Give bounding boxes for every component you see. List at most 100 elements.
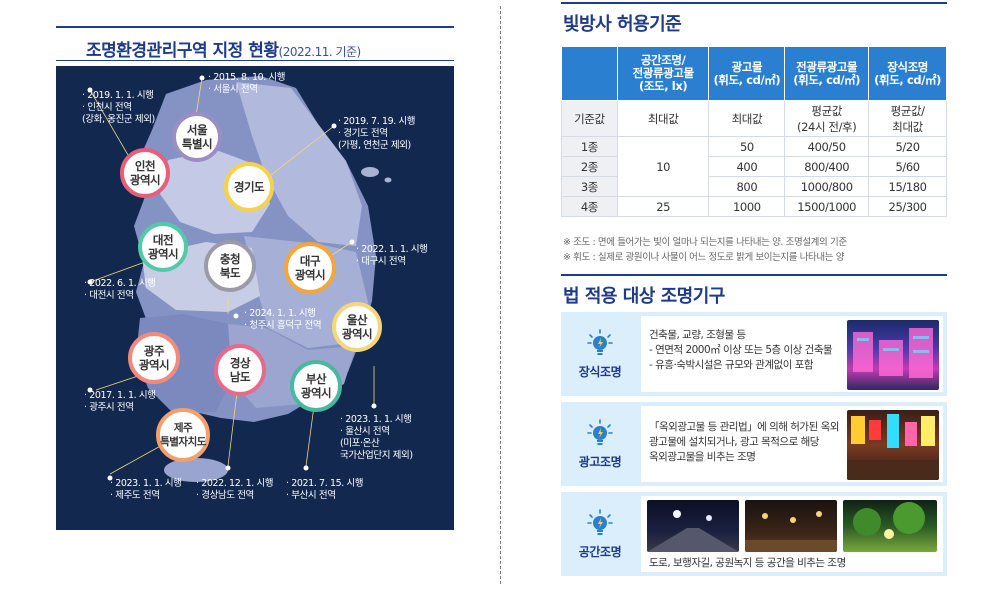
fixture-label-decorative: 장식조명 <box>561 312 639 396</box>
note-illuminance: ※ 조도 : 면에 들어가는 빛이 얼마나 되는지를 나타내는 양. 조명설계의… <box>563 237 847 248</box>
jeju-island <box>164 458 228 482</box>
annotation-daegu: · 2022. 1. 1. 시행 · 대구시 전역 <box>356 244 428 267</box>
fixture-label-text: 공간조명 <box>578 544 622 559</box>
note-luminance: ※ 휘도 : 실제로 광원이나 사물이 어느 정도로 밝게 보이는지를 나타내는… <box>563 252 845 263</box>
fixture-row-decorative: 장식조명 건축물, 교량, 조형물 등- 연면적 2000㎡ 이상 또는 5층 … <box>561 312 947 396</box>
region-incheon: 인천 광역시 <box>120 148 170 198</box>
lightbulb-icon <box>587 328 613 355</box>
annotation-daejeon: · 2022. 6. 1. 시행 · 대전시 전역 <box>84 278 156 301</box>
lightbulb-icon <box>587 418 613 445</box>
standards-title: 빛방사 허용기준 <box>563 14 682 35</box>
page-divider <box>500 6 501 584</box>
region-chungbuk: 충청 북도 <box>204 240 256 292</box>
row-label: 기준값 <box>561 100 618 137</box>
table-cell: 50 <box>708 136 786 157</box>
gwangju-dot <box>87 387 93 393</box>
ulsan-dot <box>371 403 377 409</box>
left-top-rule <box>56 26 454 28</box>
region-ulsan: 울산 광역시 <box>332 302 382 352</box>
map-section-subtitle: (2022.11. 기준) <box>278 45 362 59</box>
region-busan: 부산 광역시 <box>290 360 342 412</box>
table-cell: 1000 <box>708 196 786 217</box>
annotation-gyeongnam: · 2022. 12. 1. 시행 · 경상남도 전역 <box>196 478 274 501</box>
region-jeju: 제주 특별자치도 <box>156 408 210 462</box>
gangwon-area <box>236 82 362 246</box>
decorative-lighting-photo <box>847 320 939 390</box>
light-emission-standards-table: 공간조명/전광류광고물 (조도, lx) 광고물 (휘도, cd/㎡) 전광류광고물… <box>561 46 947 217</box>
table-header-blank <box>561 46 618 101</box>
region-seoul: 서울 특별시 <box>172 112 222 162</box>
ulleungdo-island <box>361 167 379 177</box>
fixtures-title: 법 적용 대상 조명기구 <box>563 286 725 307</box>
park-lighting-photo <box>843 500 937 552</box>
table-cell: 15/180 <box>868 176 947 197</box>
table-cell: 최대값 <box>708 100 786 137</box>
region-gyeonggi: 경기도 <box>224 162 274 212</box>
table-cell: 800 <box>708 176 786 197</box>
fixture-content-space: 도로, 보행자길, 공원녹지 등 공간을 비추는 조명 <box>641 496 943 572</box>
fixture-row-advertising: 광고조명 「옥외광고물 등 관리법」에 의해 허가된 옥외 광고물에 설치되거나,… <box>561 402 947 486</box>
region-daejeon: 대전 광역시 <box>138 222 188 272</box>
row-label: 4종 <box>561 196 618 217</box>
table-row: 1종 10 50 400/50 5/20 <box>561 136 947 197</box>
fixture-description: 도로, 보행자길, 공원녹지 등 공간을 비추는 조명 <box>649 557 846 569</box>
table-cell: 25 <box>616 196 710 217</box>
fixture-description: 건축물, 교량, 조형물 등- 연면적 2000㎡ 이상 또는 5층 이상 건축… <box>649 329 833 371</box>
table-cell: 400 <box>708 156 786 177</box>
daejeon-dot <box>87 279 93 285</box>
incheon-dot <box>87 87 93 93</box>
table-row: 4종 25 1000 1500/1000 25/300 <box>561 196 947 217</box>
daegu-dot <box>349 239 355 245</box>
fixture-content-advertising: 「옥외광고물 등 관리법」에 의해 허가된 옥외 광고물에 설치되거나, 광고 목… <box>641 406 943 482</box>
annotation-gyeonggi: · 2019. 7. 19. 시행 · 경기도 전역 (가평, 연천군 제외) <box>338 116 416 151</box>
gyeongnam-dot <box>225 465 231 471</box>
fixture-label-advertising: 광고조명 <box>561 402 639 486</box>
header-decorative: 장식조명 (휘도, cd/㎡) <box>868 46 947 101</box>
table-cell: 1500/1000 <box>784 196 870 217</box>
busan-dot <box>303 465 309 471</box>
table-cell-space-1-3: 10 <box>616 136 710 197</box>
region-daegu: 대구 광역시 <box>284 242 336 294</box>
annotation-jeju: · 2023. 1. 1. 시행 · 제주도 전역 <box>110 478 182 501</box>
annotation-busan: · 2021. 7. 15. 시행 · 부산시 전역 <box>286 478 364 501</box>
table-cell: 400/50 <box>784 136 870 157</box>
fixture-content-decorative: 건축물, 교량, 조형물 등- 연면적 2000㎡ 이상 또는 5층 이상 건축… <box>641 316 943 392</box>
busan-connector <box>305 405 315 467</box>
standards-top-rule <box>561 2 947 4</box>
region-gyeongnam: 경상 남도 <box>214 344 266 396</box>
advertising-lighting-photo <box>847 410 939 480</box>
table-cell: 최대값 <box>616 100 710 137</box>
fixture-label-text: 광고조명 <box>578 454 622 469</box>
table-cell: 평균값 (24시 전/후) <box>784 100 870 137</box>
cheongju-dot <box>233 313 239 319</box>
annotation-incheon: · 2019. 1. 1. 시행 · 인천시 전역 (강화, 옹진군 제외) <box>82 90 155 125</box>
row-label: 2종 <box>561 156 618 177</box>
region-gwangju: 광주 광역시 <box>128 332 180 384</box>
table-cell: 800/400 <box>784 156 870 177</box>
jeju-dot <box>107 475 113 481</box>
annotation-ulsan: · 2023. 1. 1. 시행 · 울산시 전역 (미포·온산 국가산업단지 제… <box>340 414 413 461</box>
fixture-description: 「옥외광고물 등 관리법」에 의해 허가된 옥외 광고물에 설치되거나, 광고 목… <box>649 421 839 463</box>
header-advertising: 광고물 (휘도, cd/㎡) <box>708 46 786 101</box>
fixture-row-space: 공간조명 도로, 보행자길, 공원녹지 등 공간을 비추는 조명 <box>561 492 947 576</box>
table-cell: 25/300 <box>868 196 947 217</box>
table-cell: 5/60 <box>868 156 947 177</box>
table-row-base: 기준값 최대값 최대값 평균값 (24시 전/후) 평균값/최대값 <box>561 100 947 137</box>
annotation-gwangju: · 2017. 1. 1. 시행 · 광주시 전역 <box>84 390 156 413</box>
gwangju-connector <box>95 375 139 391</box>
table-cell: 5/20 <box>868 136 947 157</box>
fixtures-top-rule <box>561 274 947 276</box>
header-electronic-ad: 전광류광고물 (휘도, cd/㎡) <box>784 46 870 101</box>
map-section-title: 조명환경관리구역 지정 현황(2022.11. 기준) <box>86 41 362 61</box>
seoul-dot <box>199 75 205 81</box>
row-label: 3종 <box>561 176 618 197</box>
gyeonggi-dot <box>331 123 337 129</box>
fixture-label-space: 공간조명 <box>561 492 639 576</box>
header-space-lighting: 공간조명/전광류광고물 (조도, lx) <box>616 46 710 101</box>
table-cell: 1000/800 <box>784 176 870 197</box>
gyeongnam-connector <box>227 383 239 467</box>
row-label: 1종 <box>561 136 618 157</box>
annotation-cheongju: · 2024. 1. 1. 시행 · 청주시 흥덕구 전역 <box>244 308 322 331</box>
table-row: 3종 800 1000/800 15/180 <box>561 176 947 197</box>
table-header-row: 공간조명/전광류광고물 (조도, lx) 광고물 (휘도, cd/㎡) 전광류광고물… <box>561 46 947 101</box>
